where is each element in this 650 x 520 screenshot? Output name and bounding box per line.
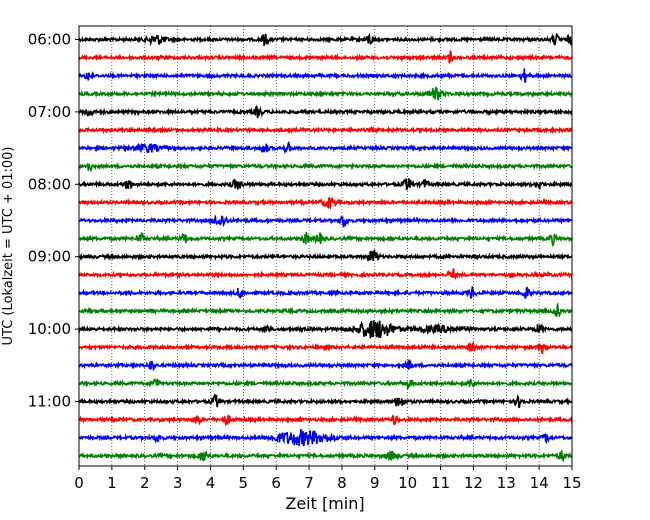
- trace-0600: [78, 32, 573, 47]
- y-tick-label: 10:00: [28, 320, 71, 338]
- x-tick-label: 3: [173, 474, 183, 492]
- x-tick-label: 9: [370, 474, 380, 492]
- trace-1145: [78, 450, 573, 463]
- trace-0830: [78, 214, 573, 229]
- plot-frame: [78, 25, 573, 467]
- x-axis: 0 1 2 3 4 5 6 7 8 9 10 11 12 13 14 15: [74, 466, 582, 492]
- trace-0715: [78, 125, 573, 135]
- seismic-traces: [78, 32, 573, 463]
- trace-0700: [78, 105, 573, 119]
- trace-1015: [78, 341, 573, 355]
- x-tick-label: 10: [398, 474, 417, 492]
- trace-1045: [78, 378, 573, 391]
- trace-0900: [78, 249, 573, 263]
- y-axis-title: UTC (Lokalzeit = UTC + 01:00): [1, 147, 16, 346]
- y-tick-label: 06:00: [28, 31, 71, 49]
- trace-0645: [78, 86, 573, 101]
- x-tick-label: 15: [562, 474, 581, 492]
- x-tick-label: 5: [239, 474, 249, 492]
- trace-1000: [78, 320, 573, 339]
- y-tick-label: 08:00: [28, 175, 71, 193]
- x-tick-label: 8: [337, 474, 347, 492]
- x-tick-label: 12: [464, 474, 483, 492]
- trace-0930: [78, 284, 573, 300]
- trace-0845: [78, 230, 573, 247]
- x-tick-label: 7: [304, 474, 314, 492]
- trace-1130: [78, 428, 573, 447]
- trace-0630: [78, 68, 573, 83]
- x-tick-label: 14: [530, 474, 549, 492]
- y-axis: 06:00 07:00 08:00 09:00 10:00 11:00: [28, 31, 79, 411]
- trace-0815: [78, 196, 573, 210]
- trace-0945: [78, 301, 573, 318]
- x-tick-label: 11: [431, 474, 450, 492]
- y-tick-label: 11:00: [28, 393, 71, 411]
- trace-0745: [78, 161, 573, 173]
- trace-0730: [78, 140, 573, 155]
- x-tick-label: 0: [74, 474, 84, 492]
- x-tick-label: 13: [497, 474, 516, 492]
- x-tick-label: 2: [140, 474, 150, 492]
- trace-0915: [78, 268, 573, 281]
- trace-1030: [78, 359, 573, 372]
- x-tick-label: 1: [107, 474, 117, 492]
- x-axis-title: Zeit [min]: [285, 494, 364, 513]
- trace-0800: [78, 178, 573, 191]
- y-tick-label: 07:00: [28, 103, 71, 121]
- x-tick-label: 4: [206, 474, 216, 492]
- y-tick-label: 09:00: [28, 248, 71, 266]
- trace-1100: [78, 393, 573, 409]
- trace-0615: [78, 50, 573, 64]
- x-tick-label: 6: [271, 474, 281, 492]
- trace-1115: [78, 414, 573, 427]
